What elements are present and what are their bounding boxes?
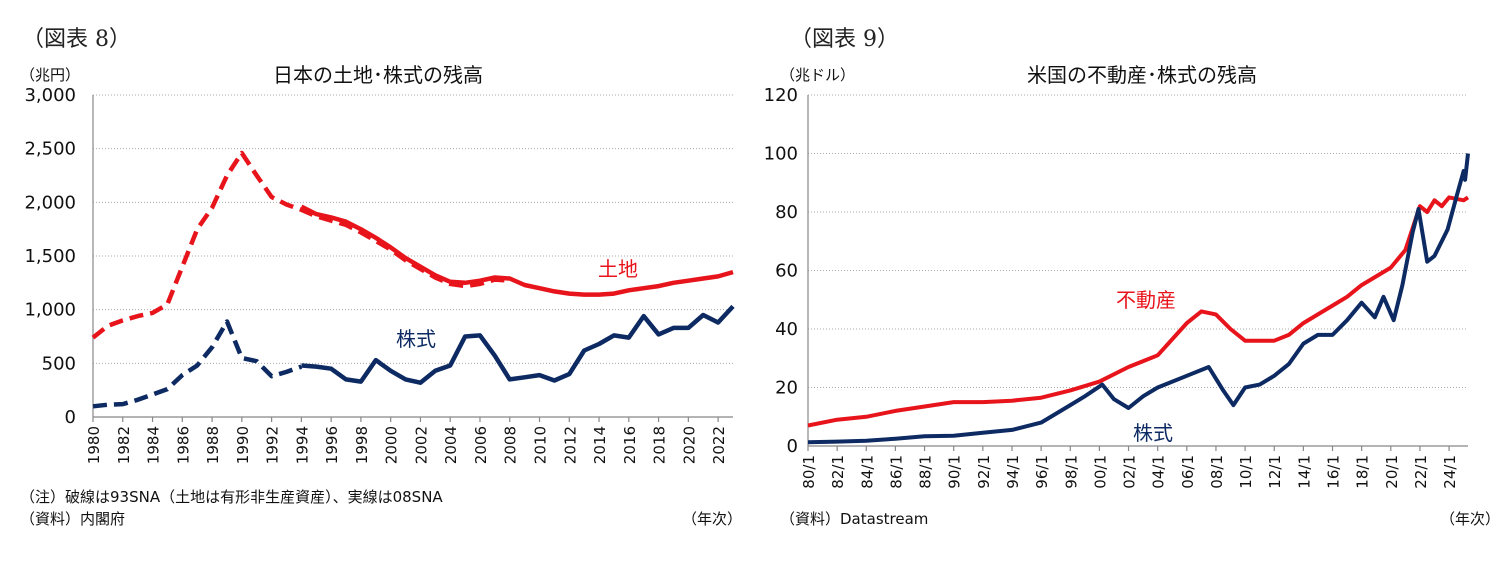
japan-land-stock-chart: （図表 8） 日本の土地･株式の残高 （兆円） 0 500 1,000 1,500 2,…: [20, 27, 742, 528]
x-tick-label: 1982: [115, 426, 133, 464]
x-tick-label: 12/1: [1266, 455, 1284, 489]
us-realestate-stock-chart: （図表 9） 米国の不動産･株式の残高 （兆ドル） 0 20 40 60 80 100 12…: [764, 27, 1500, 528]
x-tick-label: 2004: [442, 426, 460, 464]
x-tick-label: 82/1: [829, 455, 847, 489]
series-line-dashed: [92, 319, 303, 409]
x-tick-label: 1990: [234, 426, 252, 464]
source: （資料）Datastream: [780, 510, 928, 528]
label-realestate: 不動産: [1116, 288, 1176, 312]
x-tick-label: 16/1: [1325, 455, 1343, 489]
x-tick-label: 06/1: [1179, 455, 1197, 489]
x-tick-label: 96/1: [1033, 455, 1051, 489]
y-tick-label: 1,500: [24, 246, 76, 267]
x-tick-label: 20/1: [1383, 455, 1401, 489]
x-tick-label: 04/1: [1150, 455, 1168, 489]
x-tick-label: 24/1: [1441, 455, 1459, 489]
y-tick-label: 0: [787, 436, 798, 457]
y-tick-label: 100: [764, 144, 798, 165]
figure-label: （図表 8）: [22, 27, 131, 52]
x-tick-label: 10/1: [1237, 455, 1255, 489]
x-tick-label: 1998: [353, 426, 371, 464]
x-tick-label: 1994: [293, 426, 311, 464]
x-tick-label: 2006: [472, 426, 490, 464]
y-tick-label: 2,000: [24, 192, 76, 213]
series-line-solid: [301, 304, 735, 385]
x-tick-label: 2022: [710, 426, 728, 464]
y-tick-label: 2,500: [24, 139, 76, 160]
x-tick-label: 2008: [502, 426, 520, 464]
y-tick-label: 60: [775, 261, 798, 282]
x-tick-label: 98/1: [1062, 455, 1080, 489]
x-tick-label: 2012: [561, 426, 579, 464]
y-tick-label: 1,000: [24, 300, 76, 321]
source: （資料）内閣府: [20, 510, 125, 528]
x-tick-label: 1988: [204, 426, 222, 464]
label-land: 土地: [598, 257, 638, 281]
x-tick-label: 2000: [383, 426, 401, 464]
label-stock: 株式: [396, 327, 436, 351]
x-tick-label: 94/1: [1004, 455, 1022, 489]
x-tick-label: 90/1: [946, 455, 964, 489]
y-tick-label: 80: [775, 202, 798, 223]
x-tick-label: 2010: [532, 426, 550, 464]
y-tick-label: 120: [764, 85, 798, 106]
x-tick-label: 1996: [323, 426, 341, 464]
y-tick-label: 20: [775, 378, 798, 399]
x-tick-label: 1986: [174, 426, 192, 464]
chart-title: 日本の土地･株式の残高: [273, 63, 483, 87]
x-axis-unit: （年次）: [1440, 510, 1500, 528]
y-tick-label: 40: [775, 319, 798, 340]
x-tick-label: 92/1: [975, 455, 993, 489]
x-tick-label: 84/1: [858, 455, 876, 489]
label-stock: 株式: [1133, 421, 1173, 445]
x-tick-label: 88/1: [917, 455, 935, 489]
y-tick-label: 3,000: [24, 85, 76, 106]
x-tick-label: 02/1: [1121, 455, 1139, 489]
x-tick-label: 2018: [651, 426, 669, 464]
series-line-solid: [807, 153, 1470, 445]
x-tick-label: 2014: [591, 426, 609, 464]
x-tick-label: 80/1: [800, 455, 818, 489]
x-tick-label: 2002: [412, 426, 430, 464]
x-axis-unit: （年次）: [682, 510, 742, 528]
series-line-solid: [300, 204, 734, 297]
y-tick-label: 0: [65, 407, 76, 428]
figure-label: （図表 9）: [790, 27, 899, 52]
x-tick-label: 14/1: [1295, 455, 1313, 489]
x-tick-label: 18/1: [1354, 455, 1372, 489]
x-tick-label: 2016: [621, 426, 639, 464]
x-tick-label: 2020: [680, 426, 698, 464]
x-tick-label: 00/1: [1091, 455, 1109, 489]
x-tick-label: 86/1: [887, 455, 905, 489]
series-line-solid: [807, 195, 1470, 428]
y-axis-unit: （兆円）: [20, 66, 80, 84]
y-axis-unit: （兆ドル）: [780, 66, 855, 84]
note: （注）破線は93SNA（土地は有形非生産資産）、実線は08SNA: [20, 488, 443, 506]
x-tick-label: 22/1: [1412, 455, 1430, 489]
y-tick-label: 500: [42, 353, 76, 374]
x-tick-label: 1992: [264, 426, 282, 464]
x-tick-label: 1980: [85, 426, 103, 464]
x-tick-label: 1984: [145, 426, 163, 464]
x-tick-label: 08/1: [1208, 455, 1226, 489]
chart-title: 米国の不動産･株式の残高: [1027, 63, 1257, 87]
